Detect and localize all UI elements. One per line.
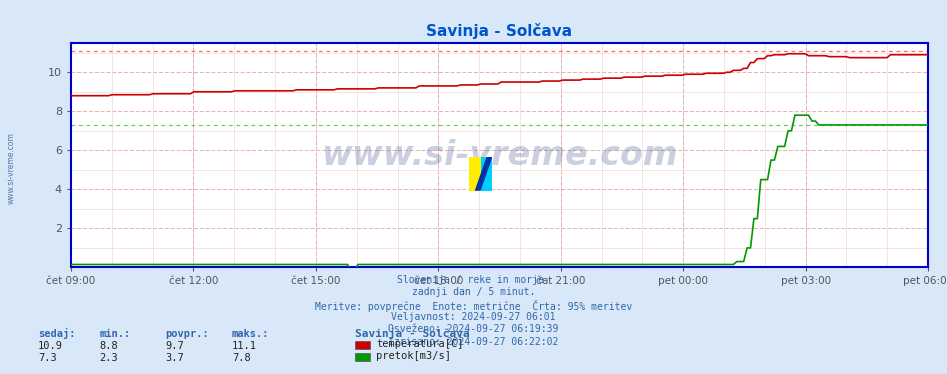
Text: pretok[m3/s]: pretok[m3/s] [376, 351, 451, 361]
Text: Izrisano: 2024-09-27 06:22:02: Izrisano: 2024-09-27 06:22:02 [388, 337, 559, 347]
Text: Meritve: povprečne  Enote: metrične  Črta: 95% meritev: Meritve: povprečne Enote: metrične Črta:… [314, 300, 633, 312]
Text: zadnji dan / 5 minut.: zadnji dan / 5 minut. [412, 287, 535, 297]
Text: 7.3: 7.3 [38, 353, 57, 363]
Text: www.si-vreme.com: www.si-vreme.com [7, 132, 16, 204]
Text: 10.9: 10.9 [38, 341, 63, 351]
Text: povpr.:: povpr.: [166, 329, 209, 338]
Title: Savinja - Solčava: Savinja - Solčava [426, 23, 573, 39]
Text: maks.:: maks.: [232, 329, 270, 338]
Bar [481, 157, 492, 191]
Text: Osveženo: 2024-09-27 06:19:39: Osveženo: 2024-09-27 06:19:39 [388, 324, 559, 334]
Text: Veljavnost: 2024-09-27 06:01: Veljavnost: 2024-09-27 06:01 [391, 312, 556, 322]
Text: sedaj:: sedaj: [38, 328, 76, 338]
Text: min.:: min.: [99, 329, 131, 338]
Text: 3.7: 3.7 [166, 353, 185, 363]
Text: 7.8: 7.8 [232, 353, 251, 363]
Text: Slovenija / reke in morje.: Slovenija / reke in morje. [397, 275, 550, 285]
Text: temperatura[C]: temperatura[C] [376, 339, 463, 349]
Text: www.si-vreme.com: www.si-vreme.com [321, 139, 678, 172]
Text: 9.7: 9.7 [166, 341, 185, 351]
Text: 8.8: 8.8 [99, 341, 118, 351]
Polygon shape [474, 157, 492, 191]
Text: 11.1: 11.1 [232, 341, 257, 351]
Text: 2.3: 2.3 [99, 353, 118, 363]
Bar [469, 157, 481, 191]
Text: Savinja - Solčava: Savinja - Solčava [355, 328, 470, 338]
